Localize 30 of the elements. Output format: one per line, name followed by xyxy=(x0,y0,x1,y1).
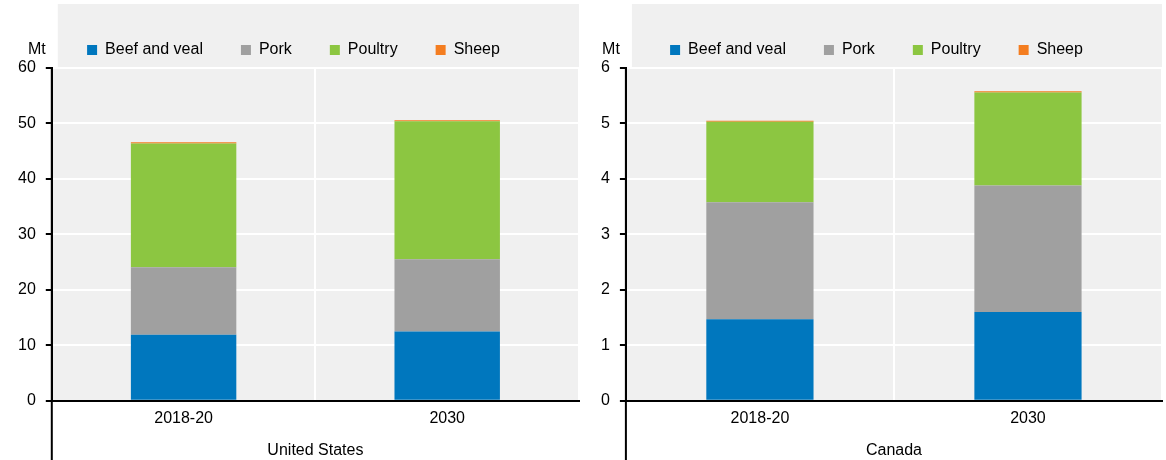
y-tick-label: 0 xyxy=(26,391,36,409)
y-tick-label: 5 xyxy=(600,113,610,131)
y-tick-label: 50 xyxy=(18,113,36,131)
y-tick-label: 4 xyxy=(600,169,610,187)
y-tick-label: 40 xyxy=(18,169,36,187)
y-tick-label: 0 xyxy=(600,391,610,409)
y-tick-label: 60 xyxy=(18,58,36,76)
y-tick-label: 30 xyxy=(18,224,36,242)
legend-label: Pork xyxy=(841,40,876,58)
legend-label: Beef and veal xyxy=(105,40,203,58)
y-tick-label: 1 xyxy=(600,335,610,353)
legend-label: Poultry xyxy=(347,40,398,58)
y-tick-label: 3 xyxy=(600,224,610,242)
x-axis-title: United States xyxy=(267,441,364,459)
legend-label: Beef and veal xyxy=(688,40,786,58)
x-tick-label: 2030 xyxy=(429,408,466,426)
y-tick-label: 20 xyxy=(18,280,36,298)
y-tick-label: 10 xyxy=(18,335,36,353)
legend-label: Sheep xyxy=(1036,40,1084,58)
legend-label: Poultry xyxy=(930,40,981,58)
x-axis-title: Canada xyxy=(865,441,923,459)
legend-label: Sheep xyxy=(453,40,501,58)
y-axis-title: Mt xyxy=(28,40,47,58)
y-tick-label: 6 xyxy=(600,58,610,76)
y-axis-title: Mt xyxy=(602,40,621,58)
legend-label: Pork xyxy=(258,40,293,58)
x-tick-label: 2030 xyxy=(1010,408,1046,426)
x-tick-label: 2018-20 xyxy=(730,408,790,426)
y-tick-label: 2 xyxy=(600,280,610,298)
x-tick-label: 2018-20 xyxy=(154,408,214,426)
